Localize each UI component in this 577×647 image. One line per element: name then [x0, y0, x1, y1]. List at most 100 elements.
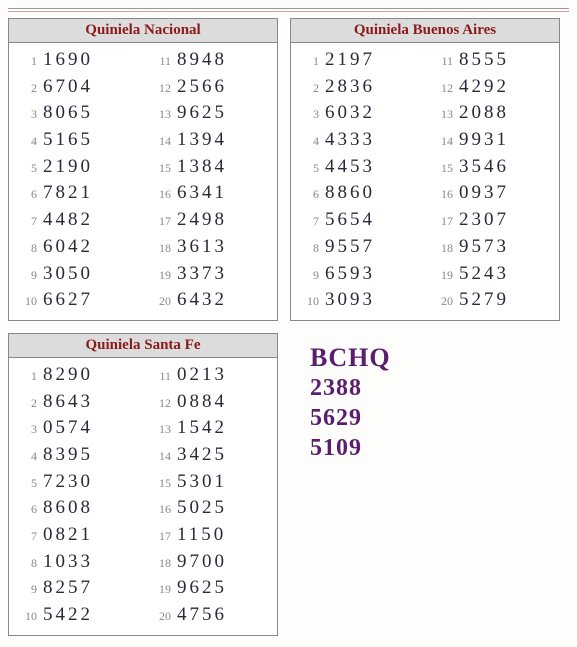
- row-index: 16: [143, 187, 177, 203]
- row-index: 9: [9, 582, 43, 598]
- row-index: 13: [143, 422, 177, 438]
- result-row: 195243: [425, 261, 559, 288]
- result-row: 52190: [9, 154, 143, 181]
- row-value: 1384: [177, 155, 227, 180]
- row-index: 20: [143, 609, 177, 625]
- side-title: BCHQ: [310, 343, 560, 373]
- row-value: 8643: [43, 390, 93, 415]
- result-row: 103093: [291, 287, 425, 314]
- result-row: 153546: [425, 154, 559, 181]
- result-row: 124292: [425, 74, 559, 101]
- row-value: 4756: [177, 603, 227, 628]
- panel-title: Quiniela Santa Fe: [9, 334, 277, 358]
- row-value: 1033: [43, 550, 93, 575]
- row-value: 0884: [177, 390, 227, 415]
- result-row: 132088: [425, 100, 559, 127]
- row-value: 4482: [43, 208, 93, 233]
- row-value: 8290: [43, 363, 93, 388]
- row-value: 8257: [43, 576, 93, 601]
- row-value: 0574: [43, 416, 93, 441]
- result-row: 172307: [425, 207, 559, 234]
- row-index: 16: [425, 187, 459, 203]
- result-row: 118555: [425, 47, 559, 74]
- row-index: 4: [9, 449, 43, 465]
- row-index: 20: [425, 294, 459, 310]
- row-value: 2307: [459, 208, 509, 233]
- result-row: 44333: [291, 127, 425, 154]
- row-index: 3: [291, 107, 325, 123]
- row-index: 15: [143, 476, 177, 492]
- row-index: 13: [143, 107, 177, 123]
- result-row: 36032: [291, 100, 425, 127]
- result-row: 166341: [143, 180, 277, 207]
- row-index: 2: [9, 396, 43, 412]
- result-row: 122566: [143, 74, 277, 101]
- row-index: 4: [291, 134, 325, 150]
- result-row: 70821: [9, 522, 143, 549]
- row-value: 5243: [459, 262, 509, 287]
- result-row: 54453: [291, 154, 425, 181]
- result-row: 105422: [9, 602, 143, 629]
- row-index: 6: [291, 187, 325, 203]
- result-row: 86042: [9, 234, 143, 261]
- panel-santa-fe: Quiniela Santa Fe 18290 28643 30574 4839…: [8, 333, 278, 636]
- result-row: 98257: [9, 575, 143, 602]
- row-value: 2190: [43, 155, 93, 180]
- panel-body: 18290 28643 30574 48395 57230 68608 7082…: [9, 358, 277, 635]
- result-row: 57230: [9, 469, 143, 496]
- row-index: 19: [143, 268, 177, 284]
- row-index: 17: [143, 529, 177, 545]
- side-number: 5629: [310, 403, 560, 433]
- row-index: 19: [425, 268, 459, 284]
- result-row: 11690: [9, 47, 143, 74]
- row-value: 1394: [177, 128, 227, 153]
- result-row: 38065: [9, 100, 143, 127]
- result-row: 96593: [291, 261, 425, 288]
- row-index: 5: [291, 161, 325, 177]
- row-index: 8: [291, 241, 325, 257]
- result-row: 199625: [143, 575, 277, 602]
- result-row: 118948: [143, 47, 277, 74]
- row-value: 4292: [459, 75, 509, 100]
- row-index: 14: [143, 449, 177, 465]
- result-row: 149931: [425, 127, 559, 154]
- row-value: 2197: [325, 48, 375, 73]
- result-row: 206432: [143, 287, 277, 314]
- row-index: 10: [9, 294, 43, 310]
- row-value: 8608: [43, 496, 93, 521]
- row-index: 17: [425, 214, 459, 230]
- row-index: 8: [9, 241, 43, 257]
- row-value: 3425: [177, 443, 227, 468]
- row-value: 1690: [43, 48, 93, 73]
- row-value: 5301: [177, 470, 227, 495]
- result-row: 28643: [9, 389, 143, 416]
- row-index: 6: [9, 502, 43, 518]
- row-value: 3613: [177, 235, 227, 260]
- result-row: 160937: [425, 180, 559, 207]
- row-value: 0937: [459, 181, 509, 206]
- row-value: 2836: [325, 75, 375, 100]
- col-right: 110213 120884 131542 143425 155301 16502…: [143, 358, 277, 635]
- row-value: 2498: [177, 208, 227, 233]
- row-value: 4453: [325, 155, 375, 180]
- row-index: 4: [9, 134, 43, 150]
- row-value: 8948: [177, 48, 227, 73]
- row-value: 5025: [177, 496, 227, 521]
- result-row: 204756: [143, 602, 277, 629]
- row-index: 3: [9, 422, 43, 438]
- result-row: 93050: [9, 261, 143, 288]
- result-row: 151384: [143, 154, 277, 181]
- row-index: 8: [9, 556, 43, 572]
- row-index: 13: [425, 107, 459, 123]
- result-row: 143425: [143, 442, 277, 469]
- row-value: 9625: [177, 576, 227, 601]
- result-row: 189700: [143, 549, 277, 576]
- row-value: 0213: [177, 363, 227, 388]
- result-row: 131542: [143, 415, 277, 442]
- row-value: 9700: [177, 550, 227, 575]
- row-index: 19: [143, 582, 177, 598]
- row-value: 0821: [43, 523, 93, 548]
- row-value: 1542: [177, 416, 227, 441]
- row-value: 6704: [43, 75, 93, 100]
- result-row: 68608: [9, 495, 143, 522]
